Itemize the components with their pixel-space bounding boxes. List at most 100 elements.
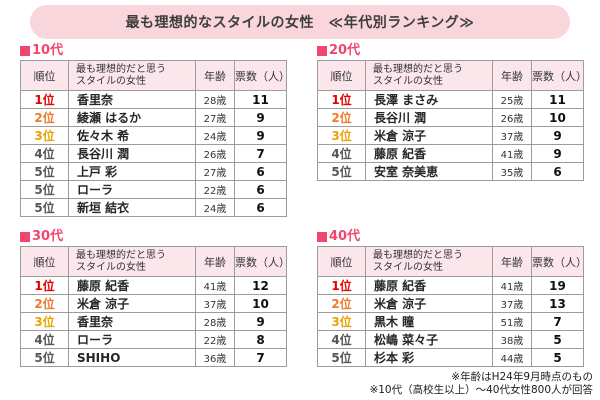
name-cell: 藤原 紀香 <box>365 276 493 295</box>
rank-cell: 5位 <box>20 162 69 181</box>
table-header: 順位 最も理想的だと思う スタイルの女性 年齢 票数（人） <box>317 60 584 91</box>
votes-cell: 7 <box>234 348 287 367</box>
footnote-age: ※年齢はH24年9月時点のもの <box>451 371 593 383</box>
name-cell: 香里奈 <box>68 90 196 109</box>
votes-cell: 9 <box>234 126 287 145</box>
ranking-row: 5位 ローラ 22歳 6 <box>20 180 287 199</box>
ranking-row: 5位 上戸 彩 27歳 6 <box>20 162 287 181</box>
name-cell: ローラ <box>68 330 196 349</box>
panel-10s: 10代 順位 最も理想的だと思う スタイルの女性 年齢 票数（人） 1位 香里奈 28… <box>20 44 292 217</box>
panel-40s: 40代 順位 最も理想的だと思う スタイルの女性 年齢 票数（人） 1位 藤原 紀香… <box>317 230 589 367</box>
col-header-name-line1: 最も理想的だと思う <box>373 249 463 261</box>
votes-cell: 7 <box>234 144 287 163</box>
col-header-age: 年齢 <box>492 246 532 277</box>
votes-cell: 10 <box>531 108 584 127</box>
rank-cell: 3位 <box>317 312 366 331</box>
votes-cell: 9 <box>531 126 584 145</box>
col-header-name: 最も理想的だと思う スタイルの女性 <box>68 246 196 277</box>
col-header-name-line2: スタイルの女性 <box>76 75 146 87</box>
section-marker-icon <box>20 46 30 56</box>
section-label-10s: 10代 <box>32 43 64 58</box>
votes-cell: 7 <box>531 312 584 331</box>
col-header-name-line2: スタイルの女性 <box>373 75 443 87</box>
col-header-name: 最も理想的だと思う スタイルの女性 <box>68 60 196 91</box>
age-cell: 37歳 <box>492 294 532 313</box>
name-cell: ローラ <box>68 180 196 199</box>
col-header-votes: 票数（人） <box>234 246 287 277</box>
ranking-row: 2位 長谷川 潤 26歳 10 <box>317 108 584 127</box>
ranking-row: 1位 長澤 まさみ 25歳 11 <box>317 90 584 109</box>
age-cell: 26歳 <box>492 108 532 127</box>
votes-cell: 6 <box>234 198 287 217</box>
name-cell: 佐々木 希 <box>68 126 196 145</box>
page-title: 最も理想的なスタイルの女性 ≪年代別ランキング≫ <box>125 15 475 31</box>
rank-cell: 2位 <box>317 294 366 313</box>
rank-cell: 4位 <box>317 144 366 163</box>
ranking-row: 5位 杉本 彩 44歳 5 <box>317 348 584 367</box>
votes-cell: 5 <box>531 348 584 367</box>
name-cell: 藤原 紀香 <box>365 144 493 163</box>
name-cell: 松嶋 菜々子 <box>365 330 493 349</box>
age-cell: 24歳 <box>195 126 235 145</box>
name-cell: 上戸 彩 <box>68 162 196 181</box>
votes-cell: 6 <box>531 162 584 181</box>
age-cell: 37歳 <box>492 126 532 145</box>
age-cell: 24歳 <box>195 198 235 217</box>
age-cell: 27歳 <box>195 162 235 181</box>
rank-cell: 1位 <box>317 276 366 295</box>
ranking-table-40s: 順位 最も理想的だと思う スタイルの女性 年齢 票数（人） 1位 藤原 紀香 41歳 1… <box>317 246 584 367</box>
section-header-10s: 10代 <box>20 44 292 58</box>
ranking-row: 3位 香里奈 28歳 9 <box>20 312 287 331</box>
age-cell: 28歳 <box>195 312 235 331</box>
name-cell: 長澤 まさみ <box>365 90 493 109</box>
votes-cell: 8 <box>234 330 287 349</box>
section-label-30s: 30代 <box>32 229 64 244</box>
ranking-row: 2位 米倉 涼子 37歳 13 <box>317 294 584 313</box>
section-marker-icon <box>317 46 327 56</box>
col-header-name: 最も理想的だと思う スタイルの女性 <box>365 60 493 91</box>
ranking-row: 5位 新垣 結衣 24歳 6 <box>20 198 287 217</box>
name-cell: 綾瀬 はるか <box>68 108 196 127</box>
age-cell: 37歳 <box>195 294 235 313</box>
col-header-age: 年齢 <box>492 60 532 91</box>
rank-cell: 2位 <box>20 294 69 313</box>
rank-cell: 1位 <box>20 276 69 295</box>
col-header-rank: 順位 <box>317 60 366 91</box>
col-header-votes: 票数（人） <box>234 60 287 91</box>
section-label-40s: 40代 <box>329 229 361 244</box>
age-cell: 22歳 <box>195 330 235 349</box>
name-cell: 香里奈 <box>68 312 196 331</box>
page-title-banner: 最も理想的なスタイルの女性 ≪年代別ランキング≫ <box>30 5 570 39</box>
col-header-name-line2: スタイルの女性 <box>76 261 146 273</box>
name-cell: SHIHO <box>68 348 196 367</box>
ranking-row: 1位 藤原 紀香 41歳 19 <box>317 276 584 295</box>
section-header-30s: 30代 <box>20 230 292 244</box>
col-header-name: 最も理想的だと思う スタイルの女性 <box>365 246 493 277</box>
votes-cell: 11 <box>531 90 584 109</box>
votes-cell: 12 <box>234 276 287 295</box>
ranking-row: 4位 長谷川 潤 26歳 7 <box>20 144 287 163</box>
footnotes: ※年齢はH24年9月時点のもの ※10代（高校生以上）～40代女性800人が回答 <box>369 371 593 396</box>
name-cell: 米倉 涼子 <box>68 294 196 313</box>
ranking-row: 4位 藤原 紀香 41歳 9 <box>317 144 584 163</box>
ranking-row: 3位 黒木 瞳 51歳 7 <box>317 312 584 331</box>
name-cell: 杉本 彩 <box>365 348 493 367</box>
rank-cell: 1位 <box>20 90 69 109</box>
ranking-row: 1位 藤原 紀香 41歳 12 <box>20 276 287 295</box>
section-header-40s: 40代 <box>317 230 589 244</box>
rank-cell: 2位 <box>317 108 366 127</box>
ranking-row: 2位 米倉 涼子 37歳 10 <box>20 294 287 313</box>
col-header-rank: 順位 <box>20 246 69 277</box>
ranking-table-30s: 順位 最も理想的だと思う スタイルの女性 年齢 票数（人） 1位 藤原 紀香 41歳 1… <box>20 246 287 367</box>
votes-cell: 9 <box>234 108 287 127</box>
name-cell: 黒木 瞳 <box>365 312 493 331</box>
ranking-row: 1位 香里奈 28歳 11 <box>20 90 287 109</box>
votes-cell: 5 <box>531 330 584 349</box>
age-cell: 27歳 <box>195 108 235 127</box>
age-cell: 26歳 <box>195 144 235 163</box>
name-cell: 安室 奈美恵 <box>365 162 493 181</box>
col-header-rank: 順位 <box>317 246 366 277</box>
age-cell: 25歳 <box>492 90 532 109</box>
age-cell: 28歳 <box>195 90 235 109</box>
name-cell: 米倉 涼子 <box>365 294 493 313</box>
